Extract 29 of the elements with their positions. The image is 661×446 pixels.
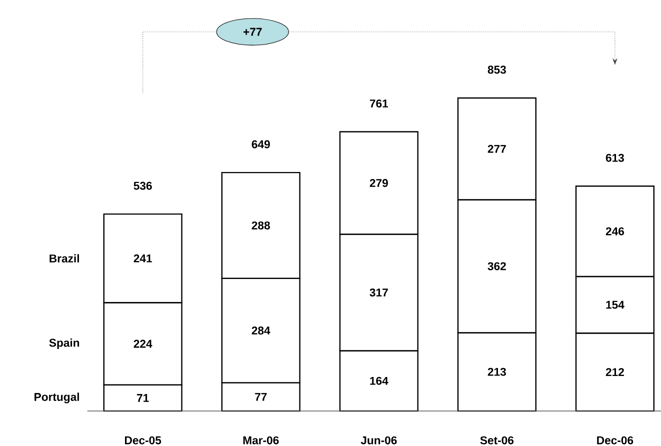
x-tick-label: Jun-06 (360, 436, 397, 444)
data-label: 213 (488, 368, 506, 376)
text: Brazil (50, 254, 79, 262)
data-label: 284 (252, 326, 270, 335)
data-label: 317 (370, 288, 388, 297)
total-label: 853 (488, 66, 506, 74)
text: +77 (243, 28, 262, 36)
data-label: 279 (370, 179, 388, 188)
text: Portugal (34, 392, 79, 404)
data-label: 164 (370, 376, 388, 385)
data-label: 241 (134, 254, 152, 262)
data-label: 212 (606, 368, 624, 376)
x-tick-label: Set-06 (480, 436, 514, 444)
data-label: 288 (252, 221, 270, 230)
data-label: 224 (134, 340, 152, 348)
data-label: 277 (488, 144, 506, 153)
data-label: 362 (488, 262, 506, 270)
data-label: 154 (606, 300, 624, 309)
total-label: 613 (606, 154, 624, 162)
total-label: 761 (370, 100, 388, 108)
x-tick-label: Dec-05 (124, 436, 162, 444)
data-label: 77 (255, 392, 267, 401)
x-tick-label: Mar-06 (243, 436, 279, 444)
data-label: 71 (137, 394, 149, 402)
total-label: 649 (252, 140, 270, 148)
text: Spain (49, 338, 80, 350)
total-label: 536 (134, 182, 152, 190)
data-label: 246 (606, 227, 624, 236)
x-tick-label: Dec-06 (597, 436, 634, 444)
